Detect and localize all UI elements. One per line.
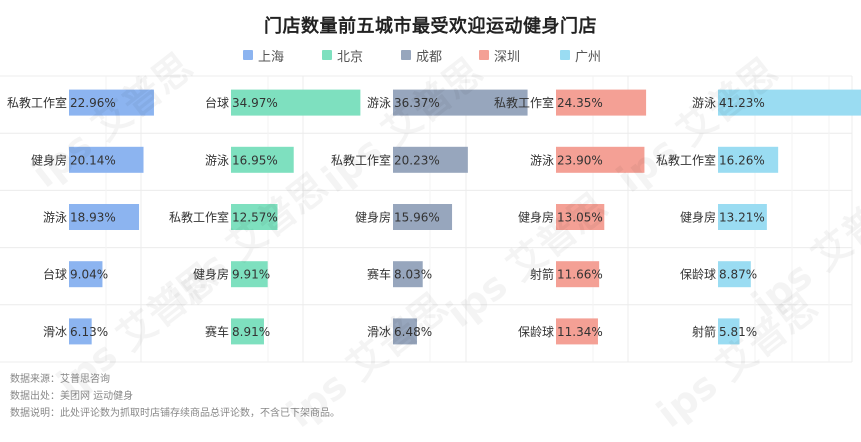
data-label: 6.48% (394, 325, 432, 339)
bar[interactable] (393, 261, 423, 288)
data-label: 9.91% (232, 268, 270, 282)
legend-item-4[interactable]: 广州 (560, 46, 602, 65)
bar[interactable] (393, 89, 528, 116)
data-label: 20.23% (394, 153, 440, 167)
category-label: 滑冰 (43, 325, 67, 339)
category-label: 保龄球 (518, 325, 554, 339)
bar[interactable] (718, 261, 751, 288)
bar[interactable] (69, 204, 140, 230)
data-label: 20.14% (70, 153, 116, 167)
data-label: 23.90% (557, 153, 603, 167)
legend-swatch (243, 50, 253, 60)
data-label: 8.87% (719, 268, 757, 282)
footnotes: 数据来源：艾普思咨询 数据出处：美团网 运动健身 数据说明：此处评论数为抓取时店… (10, 371, 340, 422)
data-label: 24.35% (557, 96, 603, 110)
category-label: 健身房 (680, 210, 716, 225)
legend-item-3[interactable]: 深圳 (479, 46, 521, 65)
data-label: 16.26% (719, 153, 765, 167)
category-label: 健身房 (193, 267, 229, 282)
legend-swatch (560, 50, 570, 60)
category-label: 赛车 (205, 324, 229, 339)
data-label: 13.05% (557, 211, 603, 225)
bar[interactable] (393, 204, 453, 230)
bar[interactable] (718, 146, 779, 173)
legend-item-0[interactable]: 上海 (243, 46, 285, 65)
category-label: 保龄球 (680, 268, 716, 282)
legend-item-1[interactable]: 北京 (322, 46, 364, 65)
bar[interactable] (556, 318, 598, 345)
bar[interactable] (718, 318, 740, 345)
category-label: 私教工作室 (494, 95, 554, 110)
bar[interactable] (69, 146, 144, 173)
bar[interactable] (556, 204, 605, 230)
bar[interactable] (231, 89, 361, 116)
category-label: 游泳 (205, 153, 229, 167)
category-label: 射箭 (530, 267, 554, 282)
data-label: 5.81% (719, 325, 757, 339)
bar[interactable] (393, 318, 417, 345)
legend-swatch (322, 50, 332, 60)
data-label: 9.04% (70, 268, 108, 282)
bar[interactable] (69, 89, 154, 116)
footnote-origin: 数据出处：美团网 运动健身 (10, 391, 134, 402)
legend-label: 深圳 (494, 49, 521, 65)
data-label: 15.96% (394, 211, 440, 225)
data-label: 13.21% (719, 211, 765, 225)
data-label: 11.66% (557, 268, 603, 282)
category-label: 私教工作室 (331, 152, 391, 167)
chart-title: 门店数量前五城市最受欢迎运动健身门店 (264, 16, 597, 37)
category-label: 台球 (205, 95, 229, 110)
bar[interactable] (556, 89, 647, 116)
bar[interactable] (393, 146, 468, 173)
legend-label: 上海 (258, 49, 285, 65)
category-label: 健身房 (355, 210, 391, 225)
data-label: 8.03% (394, 268, 432, 282)
data-label: 11.34% (557, 325, 603, 339)
legend-label: 成都 (416, 49, 443, 65)
data-label: 36.37% (394, 96, 440, 110)
category-label: 滑冰 (367, 325, 391, 339)
category-label: 游泳 (692, 96, 716, 110)
category-label: 射箭 (692, 324, 716, 339)
bar[interactable] (556, 146, 645, 173)
bar[interactable] (231, 204, 278, 230)
bar[interactable] (231, 261, 268, 288)
category-label: 私教工作室 (169, 210, 229, 225)
data-label: 8.91% (232, 325, 270, 339)
data-label: 16.95% (232, 153, 278, 167)
bar[interactable] (231, 146, 294, 173)
bar[interactable] (69, 261, 103, 288)
category-label: 台球 (43, 267, 67, 282)
legend-label: 北京 (337, 49, 364, 65)
footnote-note: 数据说明：此处评论数为抓取时店铺存续商品总评论数，不含已下架商品。 (10, 408, 340, 419)
category-label: 私教工作室 (656, 152, 716, 167)
chart-legend: 上海 北京 成都 深圳 广州 (0, 46, 861, 65)
bar[interactable] (718, 89, 861, 116)
data-label: 6.13% (70, 325, 108, 339)
legend-label: 广州 (575, 49, 602, 65)
category-label: 游泳 (530, 153, 554, 167)
category-label: 私教工作室 (7, 95, 67, 110)
bar[interactable] (556, 261, 600, 288)
data-label: 18.93% (70, 211, 116, 225)
legend-swatch (401, 50, 411, 60)
bar[interactable] (231, 318, 264, 345)
legend-item-2[interactable]: 成都 (401, 46, 443, 65)
bar[interactable] (718, 204, 767, 230)
data-label: 12.57% (232, 211, 278, 225)
category-label: 健身房 (31, 152, 67, 167)
category-label: 游泳 (367, 96, 391, 110)
data-label: 34.97% (232, 96, 278, 110)
bar[interactable] (69, 318, 92, 345)
category-label: 健身房 (518, 210, 554, 225)
data-label: 22.96% (70, 96, 116, 110)
footnote-source: 数据来源：艾普思咨询 (10, 374, 110, 385)
legend-swatch (479, 50, 489, 60)
category-label: 游泳 (43, 211, 67, 225)
category-label: 赛车 (367, 267, 391, 282)
data-label: 41.23% (719, 96, 765, 110)
